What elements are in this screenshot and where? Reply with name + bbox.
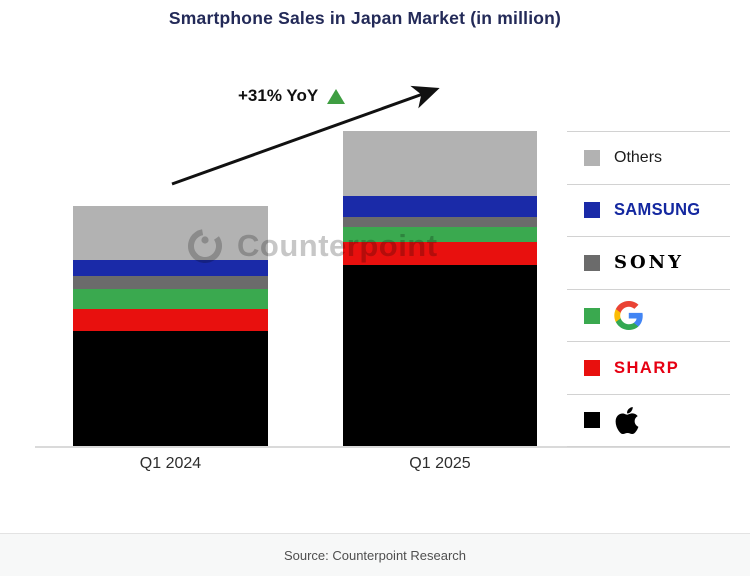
bar-segment-google-q1-2025 — [343, 227, 537, 243]
bar-segment-apple-q1-2024 — [73, 331, 268, 447]
samsung-logo: SAMSUNG — [614, 200, 701, 220]
legend-item-sharp: SHARP — [567, 341, 730, 394]
legend-item-sony: SONY — [567, 236, 730, 289]
bar-segment-sony-q1-2025 — [343, 217, 537, 228]
source-text: Source: Counterpoint Research — [283, 547, 467, 563]
yoy-label: +31% YoY — [238, 86, 319, 105]
legend-item-apple — [567, 393, 730, 447]
chart-title: Smartphone Sales in Japan Market (in mil… — [168, 8, 562, 28]
bar-segment-sharp-q1-2025 — [343, 242, 537, 266]
apple-logo-icon — [615, 406, 639, 434]
legend-swatch-others — [584, 149, 600, 166]
growth-arrow — [171, 85, 440, 186]
legend-item-google — [567, 288, 730, 342]
bar-segment-samsung-q1-2024 — [73, 260, 268, 277]
sony-logo: SONY — [614, 252, 684, 274]
legend-swatch-apple — [584, 412, 600, 429]
legend-swatch-google — [584, 307, 600, 324]
yoy-triangle-icon — [327, 88, 346, 104]
legend-swatch-sony — [584, 254, 600, 271]
bar-segment-sharp-q1-2024 — [73, 309, 268, 332]
bar-segment-sony-q1-2024 — [73, 276, 268, 290]
legend: Others SAMSUNG SONY SHARP — [567, 131, 730, 447]
x-label-q1-2025: Q1 2025 — [409, 455, 471, 472]
sharp-logo: SHARP — [614, 358, 680, 377]
bar-segment-apple-q1-2025 — [343, 265, 537, 447]
bar-segment-samsung-q1-2025 — [343, 196, 537, 218]
yoy-annotation: +31% YoY — [238, 86, 346, 106]
legend-swatch-sharp — [584, 360, 600, 377]
legend-item-samsung: SAMSUNG — [567, 183, 730, 237]
bar-segment-others-q1-2024 — [73, 206, 268, 261]
bar-segment-others-q1-2025 — [343, 131, 537, 197]
legend-label-others: Others — [614, 148, 663, 166]
legend-item-others: Others — [567, 131, 730, 184]
bar-segment-google-q1-2024 — [73, 289, 268, 310]
source-footer: Source: Counterpoint Research — [0, 533, 750, 576]
legend-swatch-samsung — [584, 202, 600, 219]
x-label-q1-2024: Q1 2024 — [139, 455, 202, 472]
google-logo-icon — [614, 301, 643, 331]
x-axis-baseline — [35, 446, 730, 448]
